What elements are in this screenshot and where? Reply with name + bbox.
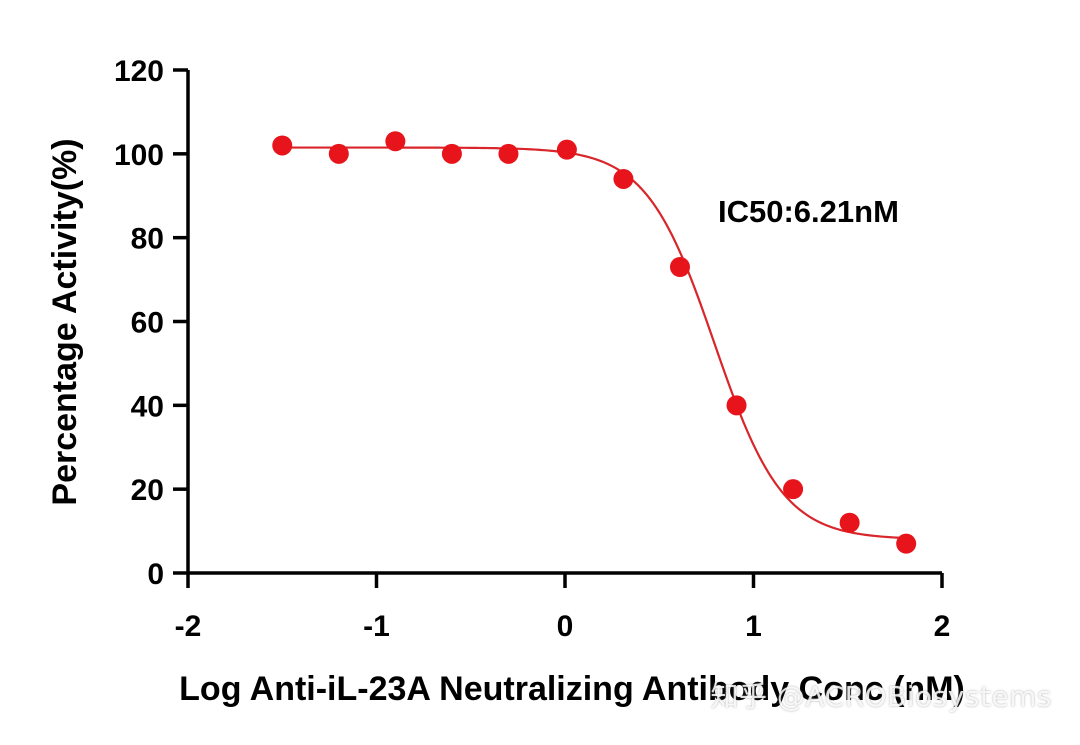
x-tick-label: 0 — [557, 610, 574, 643]
data-point — [556, 139, 577, 160]
data-point — [613, 168, 634, 189]
data-point — [328, 143, 349, 164]
y-tick-label: 100 — [114, 139, 164, 172]
fit-curve — [282, 146, 907, 540]
y-tick-label: 120 — [114, 55, 164, 88]
data-point — [839, 512, 860, 533]
x-tick-label: -1 — [363, 610, 390, 643]
x-tick-label: 1 — [745, 610, 762, 643]
data-point — [896, 533, 917, 554]
data-point — [498, 143, 519, 164]
axes: 0 20 40 60 80 100 120 -2 -1 0 1 2 — [114, 55, 950, 643]
data-point — [669, 257, 690, 278]
y-tick-label: 60 — [131, 307, 164, 340]
x-tick-label: -2 — [175, 610, 202, 643]
y-axis-title: Percentage Activity(%) — [46, 138, 84, 505]
data-point — [441, 143, 462, 164]
y-tick-label: 0 — [147, 558, 164, 591]
y-tick-label: 20 — [131, 474, 164, 507]
data-points — [272, 131, 917, 554]
fit-curve-layer — [282, 146, 907, 540]
ic50-annotation: IC50:6.21nM — [718, 194, 899, 229]
data-point — [726, 395, 747, 416]
data-point — [385, 131, 406, 152]
y-tick-label: 40 — [131, 390, 164, 423]
data-point — [783, 479, 804, 500]
watermark: 知乎 @ACROBiosystems — [710, 680, 1052, 713]
y-tick-label: 80 — [131, 223, 164, 256]
x-tick-label: 2 — [934, 610, 951, 643]
data-point — [272, 135, 293, 156]
x-axis-title: Log Anti-iL-23A Neutralizing Antibody Co… — [179, 670, 965, 708]
